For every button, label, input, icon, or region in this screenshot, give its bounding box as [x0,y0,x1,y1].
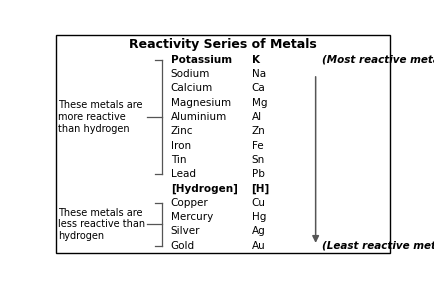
Text: [Hydrogen]: [Hydrogen] [170,183,237,194]
Text: Zn: Zn [251,126,265,136]
Text: Pb: Pb [251,169,264,179]
Text: Zinc: Zinc [170,126,193,136]
Text: Silver: Silver [170,227,200,237]
Text: Reactivity Series of Metals: Reactivity Series of Metals [129,38,316,51]
Text: Sodium: Sodium [170,69,210,79]
Text: Gold: Gold [170,241,194,251]
Text: K: K [251,55,259,65]
Text: Mg: Mg [251,98,266,108]
Text: Tin: Tin [170,155,186,165]
Text: Hg: Hg [251,212,265,222]
Text: Al: Al [251,112,261,122]
Text: Sn: Sn [251,155,264,165]
Text: Calcium: Calcium [170,83,213,93]
Text: Copper: Copper [170,198,208,208]
Text: Mercury: Mercury [170,212,213,222]
Text: Aluminium: Aluminium [170,112,227,122]
Text: Iron: Iron [170,140,191,150]
Text: Magnesium: Magnesium [170,98,230,108]
Text: Ag: Ag [251,227,265,237]
Text: Cu: Cu [251,198,265,208]
Text: These metals are
more reactive
than hydrogen: These metals are more reactive than hydr… [58,100,142,134]
Text: Potassium: Potassium [170,55,231,65]
Text: (Least reactive metal): (Least reactive metal) [322,241,434,251]
Text: (Most reactive metal): (Most reactive metal) [322,55,434,65]
Text: Fe: Fe [251,140,263,150]
Text: Na: Na [251,69,265,79]
Text: Lead: Lead [170,169,195,179]
Text: [H]: [H] [251,183,269,194]
Text: These metals are
less reactive than
hydrogen: These metals are less reactive than hydr… [58,208,145,241]
Text: Au: Au [251,241,265,251]
Text: Ca: Ca [251,83,265,93]
